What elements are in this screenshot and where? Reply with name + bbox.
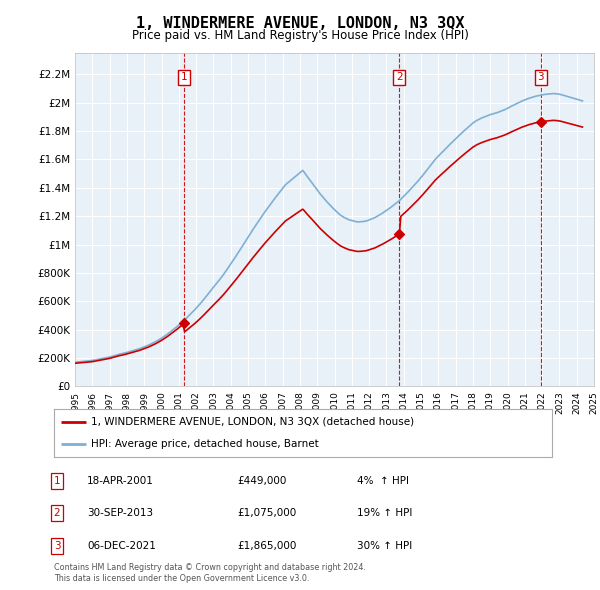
Text: 30% ↑ HPI: 30% ↑ HPI [357, 541, 412, 550]
Text: HPI: Average price, detached house, Barnet: HPI: Average price, detached house, Barn… [91, 439, 319, 449]
Text: 19% ↑ HPI: 19% ↑ HPI [357, 509, 412, 518]
Text: Contains HM Land Registry data © Crown copyright and database right 2024.: Contains HM Land Registry data © Crown c… [54, 563, 366, 572]
Text: 2: 2 [53, 509, 61, 518]
Text: 4%  ↑ HPI: 4% ↑ HPI [357, 476, 409, 486]
Text: 18-APR-2001: 18-APR-2001 [87, 476, 154, 486]
Point [395, 230, 404, 239]
Text: 30-SEP-2013: 30-SEP-2013 [87, 509, 153, 518]
Text: 3: 3 [53, 541, 61, 550]
Point [179, 318, 189, 327]
Text: 06-DEC-2021: 06-DEC-2021 [87, 541, 156, 550]
Text: Price paid vs. HM Land Registry's House Price Index (HPI): Price paid vs. HM Land Registry's House … [131, 30, 469, 42]
Text: £1,075,000: £1,075,000 [237, 509, 296, 518]
Text: 1: 1 [181, 72, 187, 82]
Text: 2: 2 [396, 72, 403, 82]
Text: 3: 3 [538, 72, 544, 82]
Text: £449,000: £449,000 [237, 476, 286, 486]
Text: £1,865,000: £1,865,000 [237, 541, 296, 550]
Point [536, 117, 545, 127]
Text: 1: 1 [53, 476, 61, 486]
Text: 1, WINDERMERE AVENUE, LONDON, N3 3QX: 1, WINDERMERE AVENUE, LONDON, N3 3QX [136, 16, 464, 31]
Text: 1, WINDERMERE AVENUE, LONDON, N3 3QX (detached house): 1, WINDERMERE AVENUE, LONDON, N3 3QX (de… [91, 417, 415, 427]
Text: This data is licensed under the Open Government Licence v3.0.: This data is licensed under the Open Gov… [54, 574, 310, 583]
